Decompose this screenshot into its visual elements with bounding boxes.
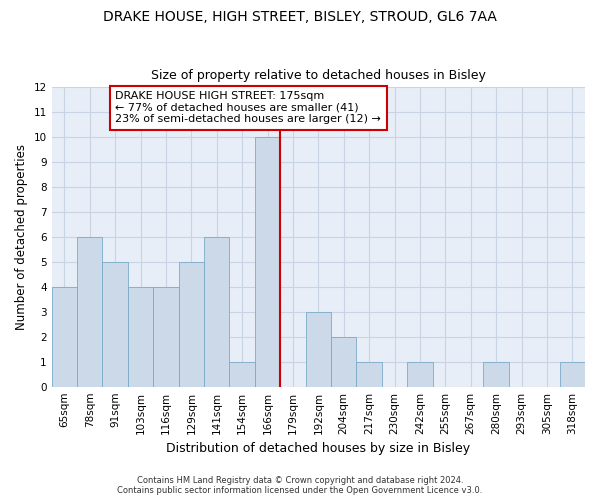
Title: Size of property relative to detached houses in Bisley: Size of property relative to detached ho… (151, 69, 486, 82)
Bar (305, 312, 331, 386)
Bar (331, 337, 356, 386)
Y-axis label: Number of detached properties: Number of detached properties (15, 144, 28, 330)
Bar (484, 362, 509, 386)
Bar (103, 262, 128, 386)
Bar (128, 287, 153, 386)
Bar (407, 362, 433, 386)
Bar (255, 137, 280, 386)
Bar (153, 287, 179, 386)
Text: DRAKE HOUSE HIGH STREET: 175sqm
← 77% of detached houses are smaller (41)
23% of: DRAKE HOUSE HIGH STREET: 175sqm ← 77% of… (115, 91, 381, 124)
Bar (77, 237, 103, 386)
Bar (179, 262, 204, 386)
X-axis label: Distribution of detached houses by size in Bisley: Distribution of detached houses by size … (166, 442, 470, 455)
Bar (229, 362, 255, 386)
Bar (204, 237, 229, 386)
Bar (560, 362, 585, 386)
Text: Contains HM Land Registry data © Crown copyright and database right 2024.
Contai: Contains HM Land Registry data © Crown c… (118, 476, 482, 495)
Bar (52, 287, 77, 386)
Text: DRAKE HOUSE, HIGH STREET, BISLEY, STROUD, GL6 7AA: DRAKE HOUSE, HIGH STREET, BISLEY, STROUD… (103, 10, 497, 24)
Bar (356, 362, 382, 386)
